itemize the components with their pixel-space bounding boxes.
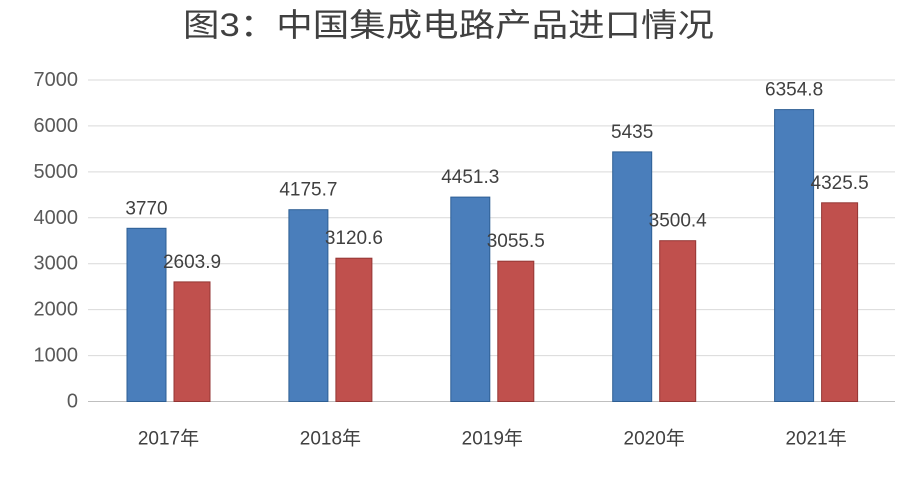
svg-text:0: 0 bbox=[67, 391, 78, 413]
svg-text:2020年: 2020年 bbox=[624, 428, 685, 450]
svg-text:3770: 3770 bbox=[125, 198, 167, 219]
svg-text:2019年: 2019年 bbox=[462, 428, 523, 450]
svg-text:5000: 5000 bbox=[34, 161, 79, 183]
svg-text:3000: 3000 bbox=[34, 253, 79, 275]
svg-text:7000: 7000 bbox=[34, 69, 79, 91]
svg-text:2018年: 2018年 bbox=[300, 428, 361, 450]
svg-text:6354.8: 6354.8 bbox=[765, 80, 823, 101]
svg-text:3500.4: 3500.4 bbox=[649, 211, 708, 232]
svg-text:2000: 2000 bbox=[34, 299, 79, 321]
svg-text:2021年: 2021年 bbox=[785, 428, 846, 450]
svg-text:2017年: 2017年 bbox=[138, 428, 199, 450]
svg-text:4451.3: 4451.3 bbox=[441, 167, 499, 188]
svg-text:4325.5: 4325.5 bbox=[811, 173, 869, 194]
svg-text:5435: 5435 bbox=[611, 122, 653, 143]
svg-text:6000: 6000 bbox=[34, 115, 79, 137]
svg-text:3055.5: 3055.5 bbox=[487, 231, 545, 252]
svg-text:4000: 4000 bbox=[34, 207, 79, 229]
svg-text:1000: 1000 bbox=[34, 345, 79, 367]
svg-text:3120.6: 3120.6 bbox=[325, 228, 383, 249]
svg-text:2603.9: 2603.9 bbox=[163, 252, 221, 273]
svg-text:4175.7: 4175.7 bbox=[279, 180, 337, 201]
